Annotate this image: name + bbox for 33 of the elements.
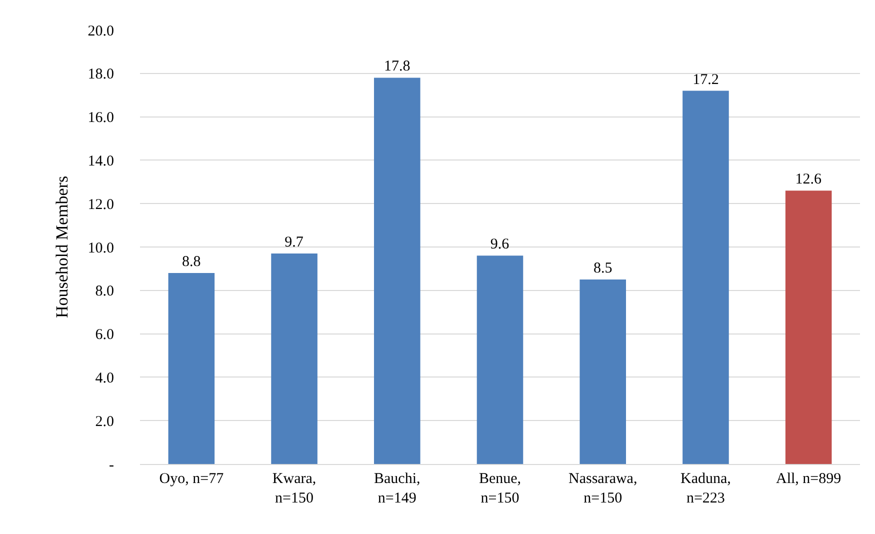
x-tick-label: Kwara, n=150 xyxy=(272,471,316,506)
data-label: 9.7 xyxy=(284,234,304,251)
bar xyxy=(785,190,832,464)
bar xyxy=(374,78,420,464)
y-tick-label: 6.0 xyxy=(95,327,114,344)
y-tick-label: 2.0 xyxy=(95,414,114,430)
y-tick-label: 10.0 xyxy=(88,240,114,256)
y-tick-label: 8.0 xyxy=(95,284,114,300)
x-tick-label: Bauchi, n=149 xyxy=(374,471,420,506)
x-tick-label: All, n=899 xyxy=(776,471,842,487)
x-tick-label: Nassarawa, n=150 xyxy=(568,471,638,506)
y-tick-label: 16.0 xyxy=(88,110,114,126)
y-tick-label: 18.0 xyxy=(88,66,114,83)
data-label: 9.6 xyxy=(490,236,510,253)
bar xyxy=(580,280,626,464)
data-label: 17.8 xyxy=(384,58,410,75)
data-label: 8.5 xyxy=(593,260,612,277)
y-tick-label: - xyxy=(109,457,114,474)
x-tick-label: Benue, n=150 xyxy=(478,471,522,506)
y-tick-label: 4.0 xyxy=(95,370,114,386)
y-axis-title: Household Members xyxy=(52,176,72,318)
y-tick-label: 20.0 xyxy=(88,23,114,40)
x-tick-label: Kaduna, n=223 xyxy=(680,471,731,506)
data-label: 8.8 xyxy=(182,254,201,270)
y-tick-label: 14.0 xyxy=(88,153,114,170)
x-tick-label: Oyo, n=77 xyxy=(159,471,224,487)
bar xyxy=(271,254,318,464)
bar xyxy=(682,90,729,464)
bar xyxy=(168,273,215,464)
bar xyxy=(476,256,524,464)
data-label: 17.2 xyxy=(692,72,719,88)
data-label: 12.6 xyxy=(795,172,822,188)
y-tick-label: 12.0 xyxy=(88,196,114,213)
